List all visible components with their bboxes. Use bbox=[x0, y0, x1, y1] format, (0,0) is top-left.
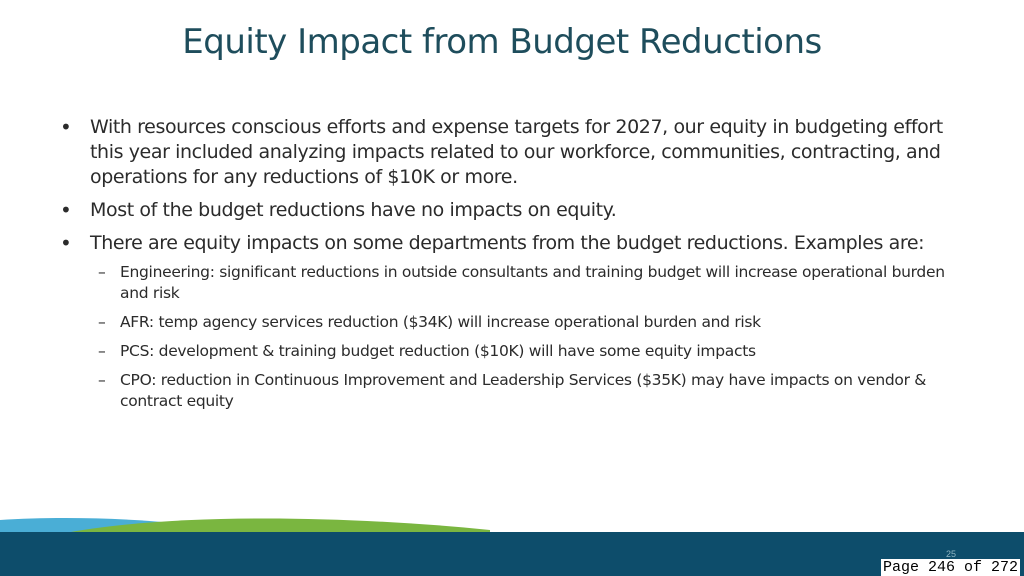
page-counter: Page 246 of 272 bbox=[880, 559, 1020, 576]
bullet-item: Most of the budget reductions have no im… bbox=[60, 198, 960, 223]
slide-number: 25 bbox=[946, 549, 957, 559]
sub-bullet-item: AFR: temp agency services reduction ($34… bbox=[90, 312, 960, 333]
sub-bullet-item: Engineering: significant reductions in o… bbox=[90, 262, 960, 304]
bullet-item: With resources conscious efforts and exp… bbox=[60, 115, 960, 190]
footer-navy-bar bbox=[0, 532, 1024, 576]
sub-bullet-item: CPO: reduction in Continuous Improvement… bbox=[90, 370, 960, 412]
bullet-list: With resources conscious efforts and exp… bbox=[60, 115, 960, 420]
sub-bullet-list: Engineering: significant reductions in o… bbox=[90, 262, 960, 412]
footer-green-wave bbox=[60, 518, 490, 534]
sub-bullet-item: PCS: development & training budget reduc… bbox=[90, 341, 960, 362]
slide-title: Equity Impact from Budget Reductions bbox=[182, 22, 822, 62]
footer-band bbox=[0, 518, 1024, 576]
bullet-text: There are equity impacts on some departm… bbox=[90, 232, 925, 254]
bullet-item: There are equity impacts on some departm… bbox=[60, 231, 960, 412]
